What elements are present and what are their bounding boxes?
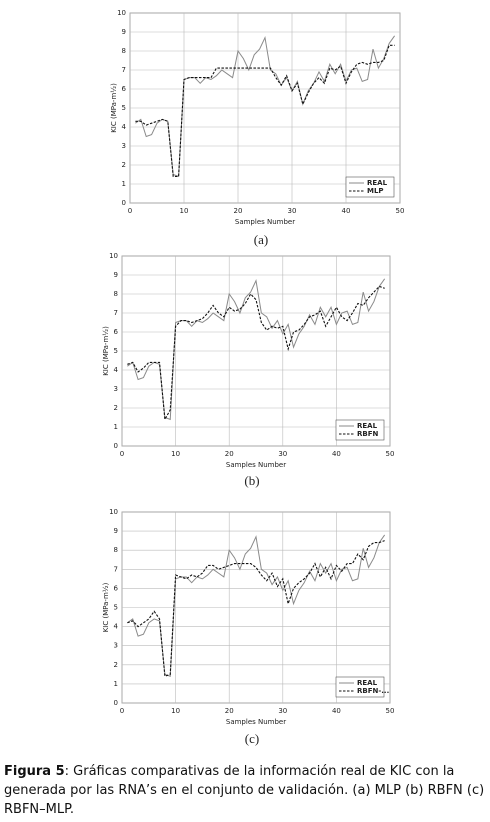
data-line — [135, 35, 396, 178]
y-tick-label: 0 — [122, 199, 126, 207]
x-axis-label: Samples Number — [226, 461, 286, 469]
y-tick-label: 4 — [114, 366, 119, 374]
y-axis-label: KIC (MPa-m½) — [102, 326, 110, 376]
caption-text: : Gráficas comparativas de la informació… — [4, 764, 485, 817]
x-tick-label: 40 — [342, 207, 351, 215]
y-tick-label: 1 — [122, 180, 126, 188]
y-tick-label: 4 — [114, 623, 119, 631]
x-tick-label: 10 — [180, 207, 189, 215]
x-tick-label: 50 — [386, 707, 395, 715]
x-tick-label: 10 — [171, 450, 180, 458]
y-tick-label: 3 — [114, 385, 118, 393]
legend-label: RBFN — [357, 430, 379, 438]
y-tick-label: 8 — [122, 47, 126, 55]
x-tick-label: 50 — [386, 450, 395, 458]
y-tick-label: 3 — [122, 142, 126, 150]
panel-label: (b) — [244, 473, 259, 488]
legend-label: REAL — [357, 679, 378, 687]
y-tick-label: 2 — [114, 661, 118, 669]
legend-box — [335, 419, 385, 441]
x-tick-label: 0 — [120, 450, 124, 458]
y-tick-label: 9 — [114, 527, 118, 535]
y-tick-label: 1 — [114, 680, 118, 688]
x-tick-label: 20 — [225, 707, 234, 715]
x-tick-label: 40 — [332, 450, 341, 458]
y-tick-label: 8 — [114, 546, 118, 554]
y-tick-label: 3 — [114, 642, 118, 650]
legend-label: REAL — [367, 179, 388, 187]
data-line — [127, 540, 385, 678]
x-tick-label: 30 — [288, 207, 297, 215]
y-tick-label: 0 — [114, 442, 118, 450]
y-axis-label: KIC (MPa-m½) — [102, 582, 110, 632]
y-tick-label: 10 — [109, 508, 118, 516]
y-tick-label: 7 — [122, 66, 126, 74]
y-tick-label: 5 — [122, 104, 126, 112]
panel-label: (c) — [245, 731, 259, 746]
y-tick-label: 4 — [122, 123, 127, 131]
x-tick-label: 20 — [225, 450, 234, 458]
y-tick-label: 8 — [114, 290, 118, 298]
x-tick-label: 40 — [332, 707, 341, 715]
x-tick-label: 30 — [278, 450, 287, 458]
legend-label: REAL — [357, 422, 378, 430]
y-tick-label: 7 — [114, 565, 118, 573]
y-tick-label: 0 — [114, 699, 118, 707]
data-line — [135, 44, 395, 177]
x-tick-label: 50 — [396, 207, 405, 215]
x-tick-label: 20 — [234, 207, 243, 215]
y-axis-label: KIC (MPa-m½) — [110, 83, 118, 133]
x-tick-label: 10 — [171, 707, 180, 715]
legend-label: MLP — [367, 187, 384, 195]
data-line — [127, 534, 386, 677]
x-tick-label: 0 — [128, 207, 132, 215]
legend-box — [335, 676, 385, 698]
x-axis-label: Samples Number — [235, 218, 295, 226]
y-tick-label: 7 — [114, 309, 118, 317]
y-tick-label: 10 — [109, 252, 118, 260]
y-tick-label: 6 — [114, 328, 119, 336]
y-tick-label: 2 — [122, 161, 126, 169]
caption-label: Figura 5 — [4, 764, 65, 779]
caption: Figura 5: Gráficas comparativas de la in… — [4, 762, 488, 819]
y-tick-label: 5 — [114, 604, 118, 612]
x-tick-label: 0 — [120, 707, 124, 715]
y-tick-label: 6 — [114, 584, 119, 592]
y-tick-label: 5 — [114, 347, 118, 355]
y-tick-label: 10 — [117, 9, 126, 17]
y-tick-label: 1 — [114, 423, 118, 431]
x-axis-label: Samples Number — [226, 718, 286, 726]
y-tick-label: 6 — [122, 85, 127, 93]
data-line — [127, 278, 386, 421]
legend-box — [345, 176, 395, 198]
data-line — [127, 285, 385, 422]
x-tick-label: 30 — [278, 707, 287, 715]
y-tick-label: 2 — [114, 404, 118, 412]
panel-label: (a) — [254, 232, 268, 247]
y-tick-label: 9 — [114, 271, 118, 279]
legend-label: RBFN-... — [357, 687, 389, 695]
y-tick-label: 9 — [122, 28, 126, 36]
